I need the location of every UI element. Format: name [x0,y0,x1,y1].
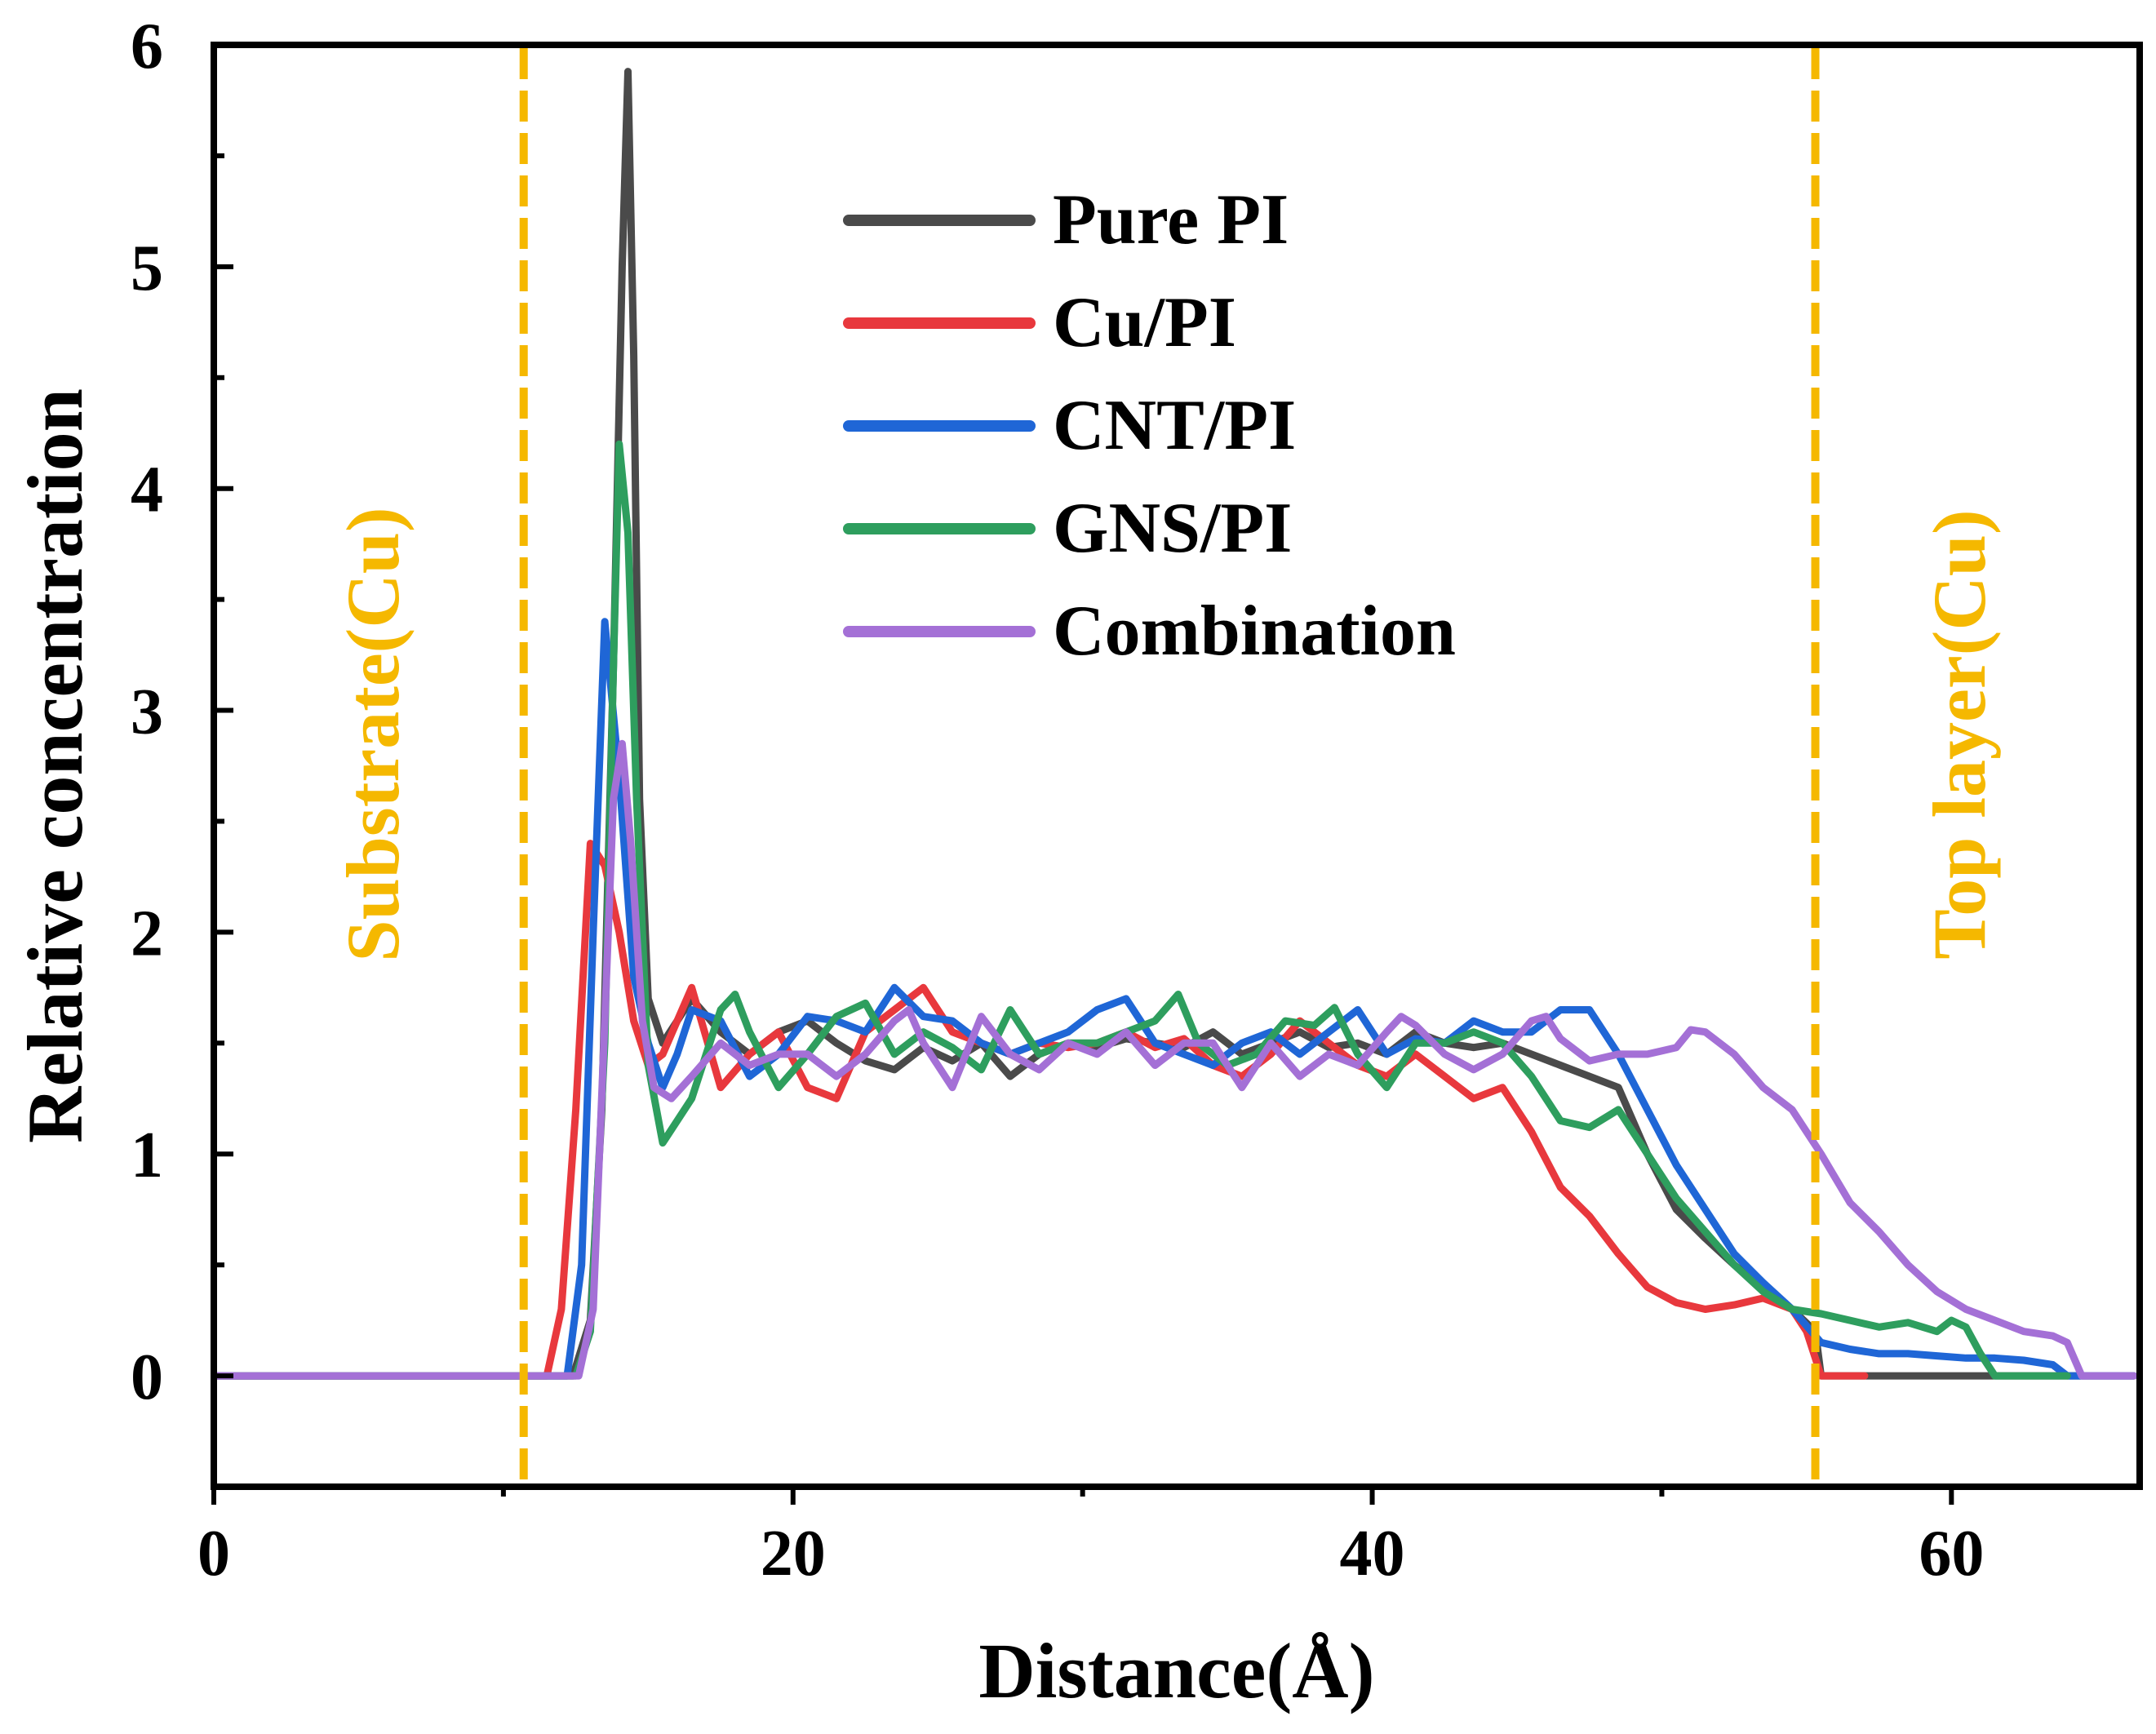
legend-label-combination: Combination [1053,592,1456,671]
series-line-pure-pi [214,68,2138,1380]
y-tick-label: 2 [131,898,163,969]
y-tick-label: 4 [131,455,163,526]
y-tick-label: 6 [131,11,163,82]
data-layer [214,68,2138,1380]
x-tick-label: 20 [761,1518,826,1590]
axes-layer: 0 20 40 60 0 1 2 3 4 5 6 Distance(Å) Relative concen… [11,11,2143,1714]
y-tick-label: 0 [131,1342,163,1413]
y-tick-label: 3 [131,676,163,748]
legend: Pure PI Cu/PI CNT/PI GNS/PI Combination [843,180,1456,671]
x-tick-label: 60 [1919,1518,1984,1590]
x-axis-label: Distance(Å) [978,1627,1374,1714]
legend-label-cnt-pi: CNT/PI [1053,386,1296,465]
series-line-cnt-pi [214,618,2138,1380]
legend-label-gns-pi: GNS/PI [1053,489,1292,568]
plot-frame [211,42,2143,1490]
annotation-layer: Substrate(Cu) Top layer(Cu) [331,48,2001,1483]
x-tick-label: 40 [1340,1518,1405,1590]
series-line-cu-pi [214,840,1869,1380]
annotation-label-top-layer-cu: Top layer(Cu) [1918,509,2001,959]
series-line-combination [214,739,2138,1380]
y-tick-label: 1 [131,1120,163,1191]
annotation-label-substrate-cu: Substrate(Cu) [331,507,415,961]
series-line-gns-pi [214,440,2071,1380]
legend-label-cu-pi: Cu/PI [1053,283,1236,362]
y-tick-label: 5 [131,233,163,304]
y-axis-label: Relative concentration [11,388,99,1143]
legend-label-pure-pi: Pure PI [1053,180,1289,259]
x-tick-label: 0 [197,1518,230,1590]
